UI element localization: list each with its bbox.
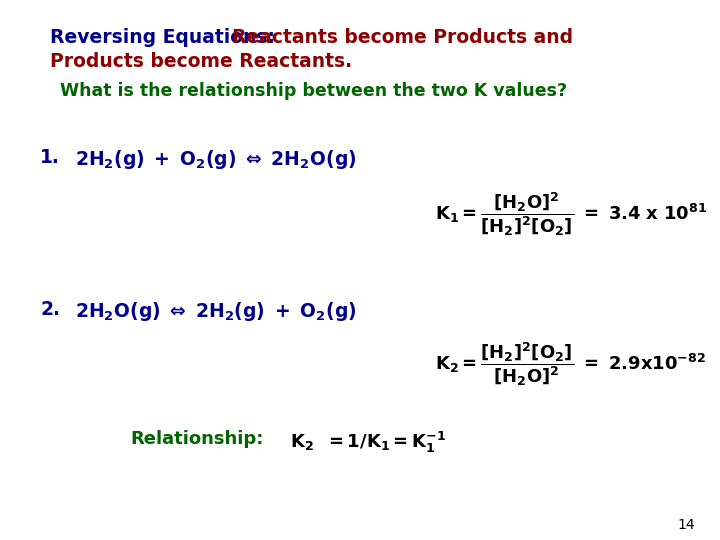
Text: Reversing Equations:: Reversing Equations: xyxy=(50,28,275,47)
Text: Relationship:: Relationship: xyxy=(130,430,264,448)
Text: 14: 14 xyxy=(678,518,695,532)
Text: $\mathbf{K_2}$  $\mathbf{= 1/K_1 = K_1^{-1}}$: $\mathbf{K_2}$ $\mathbf{= 1/K_1 = K_1^{-… xyxy=(290,430,446,455)
Text: $\mathbf{K_2 = \dfrac{[H_2]^2[O_2]}{[H_2O]^2}\ =\ 2.9x10^{-82}}$: $\mathbf{K_2 = \dfrac{[H_2]^2[O_2]}{[H_2… xyxy=(435,340,706,388)
Text: $\mathbf{2H_2O(g)\ \Leftrightarrow\ 2H_2(g)\ +\ O_2(g)}$: $\mathbf{2H_2O(g)\ \Leftrightarrow\ 2H_2… xyxy=(75,300,356,323)
Text: Products become Reactants.: Products become Reactants. xyxy=(50,52,352,71)
Text: Reactants become Products and: Reactants become Products and xyxy=(232,28,573,47)
Text: $\mathbf{K_1 = \dfrac{[H_2O]^2}{[H_2]^2[O_2]}\ =\ 3.4\ x\ 10^{81}}$: $\mathbf{K_1 = \dfrac{[H_2O]^2}{[H_2]^2[… xyxy=(435,190,707,238)
Text: What is the relationship between the two K values?: What is the relationship between the two… xyxy=(60,82,567,100)
Text: 2.: 2. xyxy=(40,300,60,319)
Text: $\mathbf{2H_2(g)\ +\ O_2(g)\ \Leftrightarrow\ 2H_2O(g)}$: $\mathbf{2H_2(g)\ +\ O_2(g)\ \Leftrighta… xyxy=(75,148,356,171)
Text: 1.: 1. xyxy=(40,148,60,167)
